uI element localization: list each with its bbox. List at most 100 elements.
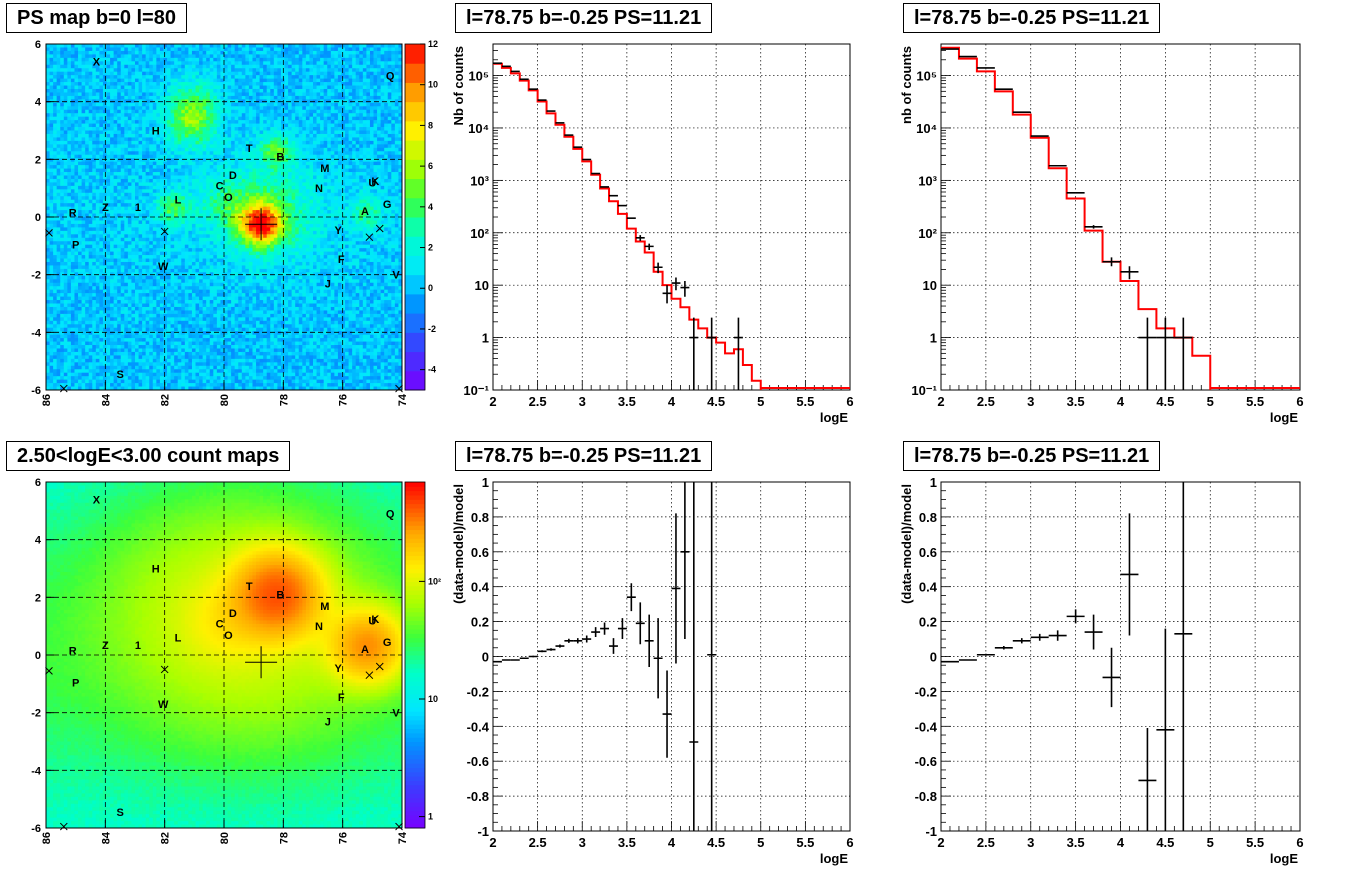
heatmap-cell	[89, 355, 93, 359]
heatmap-cell	[185, 58, 189, 62]
heatmap-cell	[196, 338, 200, 342]
heatmap-cell	[53, 165, 57, 169]
heatmap-cell	[82, 103, 86, 107]
heatmap-cell	[131, 86, 135, 90]
heatmap-cell	[131, 148, 135, 152]
heatmap-cell	[196, 265, 200, 269]
heatmap-cell	[171, 383, 175, 387]
heatmap-cell	[71, 376, 75, 380]
heatmap-cell	[192, 144, 196, 148]
heatmap-cell	[160, 324, 164, 328]
heatmap-cell	[107, 342, 111, 346]
heatmap-cell	[199, 231, 203, 235]
heatmap-cell	[160, 54, 164, 58]
heatmap-cell	[203, 141, 207, 145]
heatmap-cell	[96, 335, 100, 339]
heatmap-cell	[160, 186, 164, 190]
heatmap-cell	[171, 255, 175, 259]
heatmap-cell	[203, 200, 207, 204]
heatmap-cell	[92, 47, 96, 51]
heatmap-cell	[210, 369, 214, 373]
heatmap-cell	[46, 96, 50, 100]
heatmap-cell	[117, 148, 121, 152]
heatmap-cell	[82, 283, 86, 287]
heatmap-cell	[174, 265, 178, 269]
heatmap-cell	[174, 124, 178, 128]
heatmap-cell	[135, 182, 139, 186]
heatmap-cell	[46, 317, 50, 321]
heatmap-cell	[156, 380, 160, 384]
heatmap-cell	[121, 96, 125, 100]
heatmap-cell	[213, 366, 217, 370]
heatmap-cell	[78, 65, 82, 69]
heatmap-cell	[203, 144, 207, 148]
heatmap-cell	[181, 110, 185, 114]
heatmap-cell	[50, 182, 54, 186]
heatmap-cell	[96, 355, 100, 359]
heatmap-cell	[57, 68, 61, 72]
heatmap-cell	[121, 186, 125, 190]
heatmap-cell	[192, 269, 196, 273]
heatmap-cell	[71, 182, 75, 186]
heatmap-cell	[85, 44, 89, 48]
heatmap-cell	[210, 241, 214, 245]
heatmap-cell	[206, 196, 210, 200]
heatmap-cell	[89, 82, 93, 86]
heatmap-cell	[82, 148, 86, 152]
heatmap-cell	[50, 269, 54, 273]
heatmap-cell	[199, 86, 203, 90]
heatmap-cell	[192, 131, 196, 135]
heatmap-cell	[82, 96, 86, 100]
heatmap-cell	[188, 58, 192, 62]
heatmap-cell	[89, 380, 93, 384]
heatmap-cell	[135, 75, 139, 79]
heatmap-cell	[46, 172, 50, 176]
heatmap-cell	[142, 189, 146, 193]
heatmap-cell	[82, 307, 86, 311]
heatmap-cell	[178, 262, 182, 266]
heatmap-cell	[121, 314, 125, 318]
heatmap-cell	[139, 335, 143, 339]
heatmap-cell	[135, 131, 139, 135]
heatmap-cell	[46, 342, 50, 346]
heatmap-cell	[57, 355, 61, 359]
heatmap-cell	[192, 314, 196, 318]
heatmap-cell	[74, 259, 78, 263]
heatmap-cell	[178, 290, 182, 294]
heatmap-cell	[181, 238, 185, 242]
heatmap-cell	[117, 44, 121, 48]
heatmap-cell	[64, 117, 68, 121]
heatmap-cell	[178, 65, 182, 69]
heatmap-cell	[213, 96, 217, 100]
heatmap-cell	[199, 321, 203, 325]
heatmap-cell	[131, 58, 135, 62]
heatmap-cell	[167, 359, 171, 363]
heatmap-cell	[46, 373, 50, 377]
heatmap-cell	[167, 47, 171, 51]
heatmap-cell	[142, 82, 146, 86]
heatmap-cell	[163, 234, 167, 238]
heatmap-cell	[146, 241, 150, 245]
heatmap-cell	[60, 193, 64, 197]
heatmap-cell	[188, 380, 192, 384]
heatmap-cell	[142, 165, 146, 169]
heatmap-cell	[128, 241, 132, 245]
heatmap-cell	[153, 196, 157, 200]
heatmap-cell	[78, 165, 82, 169]
heatmap-cell	[53, 103, 57, 107]
heatmap-cell	[92, 304, 96, 308]
heatmap-cell	[178, 383, 182, 387]
heatmap-cell	[135, 189, 139, 193]
heatmap-cell	[174, 348, 178, 352]
heatmap-cell	[142, 44, 146, 48]
heatmap-cell	[167, 117, 171, 121]
heatmap-cell	[199, 248, 203, 252]
heatmap-cell	[167, 96, 171, 100]
heatmap-cell	[146, 203, 150, 207]
heatmap-cell	[139, 331, 143, 335]
heatmap-cell	[135, 307, 139, 311]
heatmap-cell	[181, 207, 185, 211]
heatmap-cell	[74, 82, 78, 86]
heatmap-cell	[149, 137, 153, 141]
heatmap-cell	[199, 165, 203, 169]
